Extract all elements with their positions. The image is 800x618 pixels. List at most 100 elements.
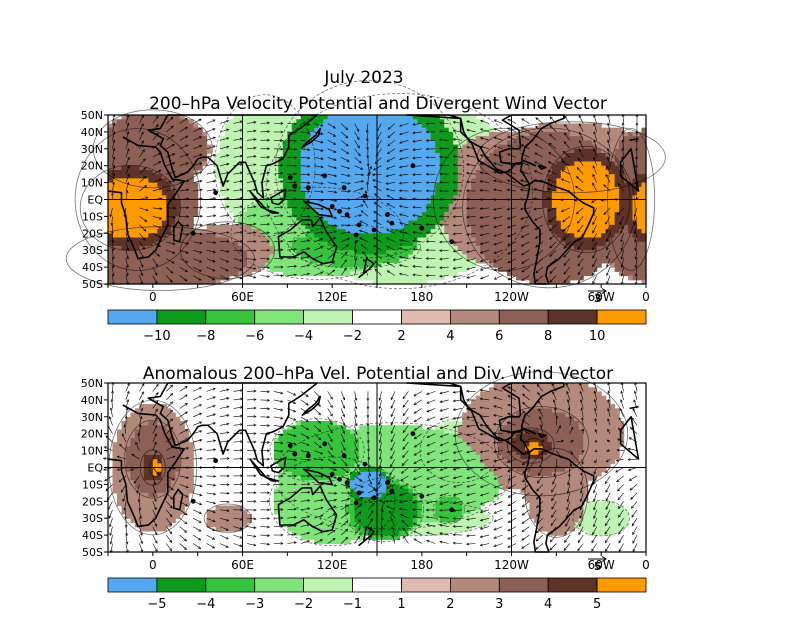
- heatmap-cell: [157, 250, 163, 256]
- heatmap-cell: [385, 233, 392, 239]
- heatmap-cell: [601, 140, 607, 146]
- heatmap-cell: [336, 203, 342, 209]
- heatmap-cell: [273, 250, 279, 256]
- heatmap-cell: [341, 182, 347, 188]
- heatmap-cell: [291, 233, 297, 239]
- heatmap-cell: [130, 119, 136, 125]
- heatmap-cell: [538, 229, 544, 234]
- heatmap-cell: [493, 140, 499, 146]
- heatmap-cell: [161, 241, 167, 247]
- wind-vector: [534, 161, 544, 166]
- heatmap-cell: [130, 115, 136, 120]
- heatmap-cell: [229, 131, 235, 137]
- heatmap-cell: [188, 271, 194, 277]
- heatmap-cell: [121, 275, 127, 281]
- wind-vector: [152, 152, 161, 158]
- heatmap-cell: [327, 224, 333, 230]
- heatmap-cell: [390, 241, 396, 247]
- heatmap-cell: [507, 229, 513, 234]
- heatmap-cell: [632, 245, 638, 251]
- heatmap-cell: [507, 131, 513, 137]
- heatmap-cell: [175, 207, 181, 213]
- heatmap-cell: [184, 254, 190, 260]
- heatmap-cell: [426, 178, 432, 184]
- heatmap-cell: [538, 245, 544, 251]
- heatmap-cell: [134, 250, 140, 256]
- heatmap-cell: [359, 123, 365, 129]
- heatmap-cell: [408, 115, 414, 120]
- heatmap-cell: [489, 157, 495, 163]
- heatmap-cell: [408, 271, 414, 277]
- wind-vector-head: [466, 171, 470, 175]
- heatmap-cell: [484, 165, 490, 171]
- heatmap-cell: [202, 275, 208, 281]
- heatmap-cell: [287, 153, 293, 158]
- heatmap-cell: [260, 165, 266, 171]
- heatmap-cell: [179, 199, 185, 205]
- heatmap-cell: [511, 245, 517, 251]
- heatmap-cell: [233, 203, 239, 209]
- heatmap-cell: [614, 178, 620, 184]
- heatmap-cell: [547, 144, 553, 150]
- heatmap-cell: [583, 207, 589, 213]
- heatmap-cell: [610, 199, 616, 205]
- heatmap-cell: [444, 245, 450, 251]
- heatmap-cell: [439, 165, 445, 171]
- wind-vector-head: [307, 181, 311, 185]
- heatmap-cell: [323, 131, 329, 137]
- heatmap-cell: [193, 161, 199, 167]
- heatmap-cell: [291, 169, 297, 175]
- heatmap-cell: [430, 207, 436, 213]
- heatmap-cell: [587, 245, 593, 251]
- heatmap-cell: [238, 262, 244, 268]
- heatmap-cell: [300, 148, 306, 154]
- heatmap-cell: [368, 178, 374, 184]
- heatmap-cell: [403, 157, 409, 163]
- heatmap-cell: [596, 165, 602, 171]
- heatmap-cell: [408, 157, 414, 163]
- heatmap-cell: [134, 258, 140, 264]
- heatmap-cell: [184, 140, 190, 146]
- heatmap-cell: [507, 186, 513, 192]
- heatmap-cell: [435, 174, 441, 179]
- wind-vector: [340, 157, 350, 162]
- heatmap-cell: [170, 207, 176, 213]
- heatmap-cell: [547, 195, 553, 201]
- heatmap-cell: [287, 123, 293, 129]
- heatmap-cell: [359, 199, 365, 205]
- heatmap-cell: [161, 195, 167, 201]
- heatmap-cell: [184, 229, 190, 234]
- heatmap-cell: [628, 241, 634, 247]
- heatmap-cell: [556, 174, 562, 179]
- heatmap-cell: [134, 123, 140, 129]
- heatmap-cell: [542, 148, 548, 154]
- heatmap-cell: [542, 267, 548, 272]
- heatmap-cell: [350, 241, 356, 247]
- heatmap-cell: [157, 258, 163, 264]
- heatmap-cell: [170, 275, 176, 281]
- heatmap-cell: [614, 131, 620, 137]
- heatmap-cell: [278, 258, 284, 264]
- heatmap-cell: [134, 153, 140, 158]
- heatmap-cell: [412, 212, 418, 217]
- heatmap-cell: [345, 191, 351, 196]
- heatmap-cell: [327, 237, 333, 243]
- heatmap-cell: [515, 157, 522, 163]
- heatmap-cell: [246, 195, 253, 201]
- heatmap-cell: [278, 182, 284, 188]
- heatmap-cell: [345, 250, 351, 256]
- heatmap-cell: [596, 250, 602, 256]
- heatmap-cell: [354, 216, 360, 222]
- heatmap-cell: [444, 169, 450, 175]
- wind-vector-head: [266, 121, 271, 125]
- heatmap-cell: [327, 216, 333, 222]
- heatmap-cell: [466, 161, 472, 167]
- heatmap-cell: [533, 275, 539, 281]
- heatmap-cell: [161, 123, 167, 129]
- heatmap-cell: [605, 241, 611, 247]
- heatmap-cell: [314, 144, 320, 150]
- heatmap-cell: [314, 237, 320, 243]
- heatmap-cell: [166, 250, 172, 256]
- wind-vector-head: [347, 181, 351, 185]
- heatmap-cell: [323, 199, 329, 205]
